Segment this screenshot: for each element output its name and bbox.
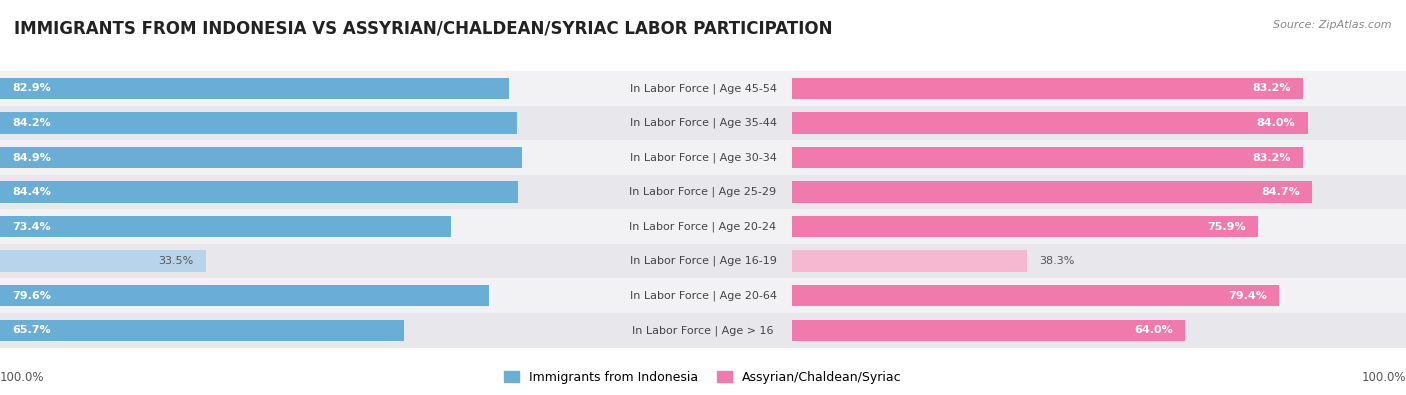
Text: In Labor Force | Age 20-24: In Labor Force | Age 20-24 xyxy=(630,221,776,232)
Text: 84.0%: 84.0% xyxy=(1257,118,1295,128)
Bar xyxy=(792,112,1308,134)
Text: 64.0%: 64.0% xyxy=(1133,325,1173,335)
Text: 79.6%: 79.6% xyxy=(13,291,51,301)
Text: 82.9%: 82.9% xyxy=(13,83,51,93)
Bar xyxy=(792,147,1303,168)
Bar xyxy=(0,175,614,209)
Bar xyxy=(614,278,792,313)
Text: 83.2%: 83.2% xyxy=(1251,152,1291,162)
Text: In Labor Force | Age 35-44: In Labor Force | Age 35-44 xyxy=(630,118,776,128)
Bar xyxy=(614,175,792,209)
Bar xyxy=(614,106,792,140)
Bar xyxy=(0,112,517,134)
Bar xyxy=(614,209,792,244)
Text: In Labor Force | Age 20-64: In Labor Force | Age 20-64 xyxy=(630,290,776,301)
Bar xyxy=(0,320,404,341)
Text: 73.4%: 73.4% xyxy=(13,222,51,231)
Bar xyxy=(792,78,1303,99)
Text: In Labor Force | Age 30-34: In Labor Force | Age 30-34 xyxy=(630,152,776,163)
Bar xyxy=(0,71,614,106)
Legend: Immigrants from Indonesia, Assyrian/Chaldean/Syriac: Immigrants from Indonesia, Assyrian/Chal… xyxy=(499,366,907,389)
Text: 84.4%: 84.4% xyxy=(13,187,51,197)
Bar xyxy=(614,71,792,106)
Text: 100.0%: 100.0% xyxy=(1361,371,1406,384)
Text: 75.9%: 75.9% xyxy=(1206,222,1246,231)
Bar xyxy=(0,244,614,278)
Bar xyxy=(0,106,614,140)
Bar xyxy=(0,147,522,168)
Bar xyxy=(0,313,614,348)
Bar xyxy=(792,106,1406,140)
Text: 83.2%: 83.2% xyxy=(1251,83,1291,93)
Text: In Labor Force | Age 25-29: In Labor Force | Age 25-29 xyxy=(630,187,776,198)
Bar xyxy=(0,285,489,307)
Bar xyxy=(614,140,792,175)
Bar xyxy=(792,320,1185,341)
Bar xyxy=(792,175,1406,209)
Text: Source: ZipAtlas.com: Source: ZipAtlas.com xyxy=(1274,20,1392,30)
Text: 84.2%: 84.2% xyxy=(13,118,51,128)
Bar xyxy=(0,216,451,237)
Bar xyxy=(792,181,1312,203)
Bar xyxy=(792,140,1406,175)
Bar xyxy=(614,244,792,278)
Bar xyxy=(0,78,509,99)
Bar xyxy=(792,71,1406,106)
Bar xyxy=(0,250,205,272)
Bar xyxy=(0,140,614,175)
Bar xyxy=(792,313,1406,348)
Text: 65.7%: 65.7% xyxy=(13,325,51,335)
Bar xyxy=(792,285,1279,307)
Bar xyxy=(792,244,1406,278)
Text: IMMIGRANTS FROM INDONESIA VS ASSYRIAN/CHALDEAN/SYRIAC LABOR PARTICIPATION: IMMIGRANTS FROM INDONESIA VS ASSYRIAN/CH… xyxy=(14,20,832,38)
Text: 79.4%: 79.4% xyxy=(1229,291,1267,301)
Text: 38.3%: 38.3% xyxy=(1039,256,1074,266)
Text: 33.5%: 33.5% xyxy=(159,256,194,266)
Text: In Labor Force | Age 16-19: In Labor Force | Age 16-19 xyxy=(630,256,776,267)
Bar xyxy=(0,209,614,244)
Text: 84.7%: 84.7% xyxy=(1261,187,1299,197)
Bar xyxy=(614,313,792,348)
Text: 100.0%: 100.0% xyxy=(0,371,45,384)
Bar xyxy=(792,216,1258,237)
Text: In Labor Force | Age > 16: In Labor Force | Age > 16 xyxy=(633,325,773,336)
Bar xyxy=(792,209,1406,244)
Text: In Labor Force | Age 45-54: In Labor Force | Age 45-54 xyxy=(630,83,776,94)
Bar xyxy=(792,250,1026,272)
Bar xyxy=(0,278,614,313)
Bar xyxy=(792,278,1406,313)
Text: 84.9%: 84.9% xyxy=(13,152,51,162)
Bar xyxy=(0,181,519,203)
